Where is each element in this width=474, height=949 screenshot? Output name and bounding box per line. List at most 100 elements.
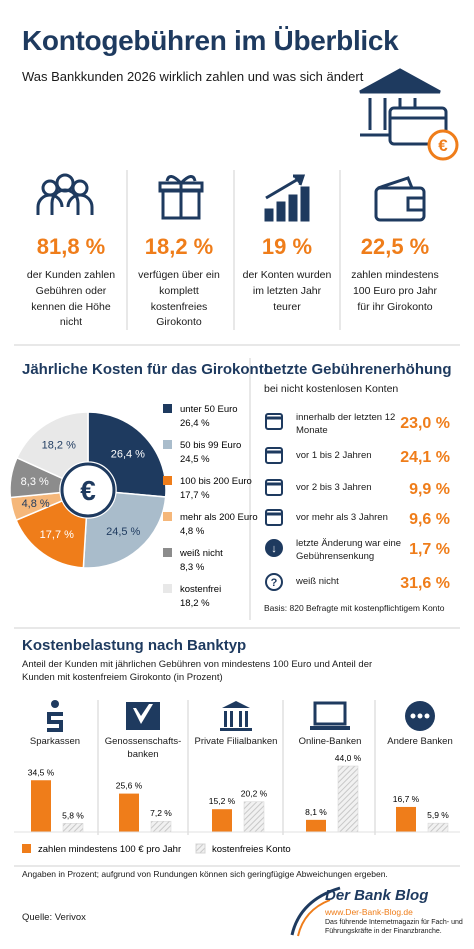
row-value: 9,6 %: [409, 511, 450, 528]
logo-name: Der Bank Blog: [325, 887, 429, 904]
legend-value: 26,4 %: [180, 418, 210, 429]
slice-label: 24,5 %: [106, 526, 140, 538]
slice-label: 26,4 %: [111, 449, 145, 461]
stat-text: der Konten wurden im letzten Jahr teurer: [242, 269, 332, 313]
logo-mark: [290, 886, 341, 937]
row-value: 23,0 %: [400, 415, 450, 432]
bar-label: 20,2 %: [241, 789, 268, 799]
bar: [31, 780, 51, 832]
legend-label: mehr als 200 Euro: [180, 512, 258, 523]
row-value: 24,1 %: [400, 449, 450, 466]
bar: [62, 823, 84, 833]
footnote: Angaben in Prozent; aufgrund von Rundung…: [22, 869, 388, 879]
stat-text: der Kunden zahlen Gebühren oder kennen d…: [26, 269, 116, 329]
row-label: vor 1 bis 2 Jahren: [296, 450, 372, 461]
svg-text:€: €: [438, 136, 448, 155]
pie-slice: [15, 411, 89, 480]
bar-label: 7,2 %: [150, 808, 172, 818]
legend-swatch: [163, 512, 172, 521]
bar-label: 8,1 %: [305, 807, 327, 817]
stat-icons: [36, 173, 426, 222]
note: Basis: 820 Befragte mit kostenpflichtige…: [264, 603, 445, 613]
bar: [396, 806, 416, 832]
slice-label: 4,8 %: [22, 498, 50, 510]
bar-label: 15,2 %: [209, 796, 236, 806]
euro-sign: €: [80, 475, 96, 506]
pie-slice: [87, 411, 167, 498]
calendar-icon: [265, 447, 283, 464]
legend-value: 18,2 %: [180, 598, 210, 609]
bar-label: 34,5 %: [28, 767, 55, 777]
legend-swatch: [195, 843, 206, 854]
legend-swatch: [163, 404, 172, 413]
legend-value: 8,3 %: [180, 562, 205, 573]
row-label: innerhalb der letzten 12 Monate: [296, 412, 396, 436]
legend-label: 50 bis 99 Euro: [180, 440, 241, 451]
row-value: 31,6 %: [400, 575, 450, 592]
calendar-icon: [265, 413, 283, 430]
category-label: Online-Banken: [298, 736, 362, 747]
row-value: 9,9 %: [409, 481, 450, 498]
legend-swatch: [22, 844, 31, 853]
legend-value: 17,7 %: [180, 490, 210, 501]
pie-slice: [82, 491, 167, 569]
row-value: 1,7 %: [409, 541, 450, 558]
stat-value: 22,5 %: [360, 234, 430, 259]
calendar-icon: [265, 509, 283, 526]
bar: [150, 820, 172, 833]
calendar-icon: [265, 479, 283, 496]
row-label: weiß nicht: [296, 576, 339, 587]
icon-glyph: ?: [271, 577, 278, 589]
bar: [427, 822, 449, 833]
legend-label: kostenfreies Konto: [212, 844, 291, 855]
section-title: Letzte Gebührenerhöhung: [264, 361, 452, 378]
bank-icon: €: [359, 68, 459, 161]
legend-label: unter 50 Euro: [180, 404, 238, 415]
category-label: Private Filialbanken: [194, 736, 278, 747]
down-icon: [265, 539, 283, 557]
subtitle: Was Bankkunden 2026 wirklich zahlen und …: [22, 69, 364, 84]
legend-value: 24,5 %: [180, 454, 210, 465]
bar-label: 25,6 %: [116, 781, 143, 791]
question-icon: [265, 573, 283, 591]
category-label: Sparkassen: [29, 736, 81, 747]
legend-label: weiß nicht: [179, 548, 223, 559]
bank-type-icons: [47, 700, 435, 732]
row-label: letzte Änderung war eine Gebührensenkung: [296, 538, 402, 562]
bar-label: 5,8 %: [62, 810, 84, 820]
stat-value: 19 %: [261, 234, 313, 259]
legend-label: kostenfrei: [180, 584, 221, 595]
category-label: Andere Banken: [387, 736, 453, 747]
legend-value: 4,8 %: [180, 526, 205, 537]
legend-label: zahlen mindestens 100 € pro Jahr: [38, 844, 181, 855]
row-label: vor 2 bis 3 Jahren: [296, 482, 372, 493]
title: Kontogebühren im Überblick: [22, 25, 399, 56]
legend-swatch: [163, 440, 172, 449]
chart-title: Kostenbelastung nach Banktyp: [22, 637, 247, 654]
chart-title: Jährliche Kosten für das Girokonto: [22, 361, 273, 378]
bar: [306, 819, 326, 832]
stat-value: 18,2 %: [144, 234, 214, 259]
bar: [337, 765, 359, 833]
legend-swatch: [163, 476, 172, 485]
legend-swatch: [163, 548, 172, 557]
stat-text: zahlen mindestens 100 Euro pro Jahr für …: [351, 269, 439, 313]
stat-text: verfügen über ein komplett kostenfreies …: [138, 269, 220, 329]
bar-label: 5,9 %: [427, 810, 449, 820]
pie-center: [60, 462, 116, 518]
logo-tagline: Das führende Internetmagazin für Fach- u…: [325, 919, 463, 935]
chart-subtitle: Anteil der Kunden mit jährlichen Gebühre…: [22, 659, 373, 683]
separators: [14, 170, 460, 867]
legend-swatch: [163, 584, 172, 593]
source: Quelle: Verivox: [22, 912, 86, 923]
row-label: vor mehr als 3 Jahren: [296, 512, 388, 523]
bar: [243, 801, 265, 833]
slice-label: 17,7 %: [40, 529, 74, 541]
bar: [119, 793, 139, 832]
section-subtitle: bei nicht kostenlosen Konten: [264, 383, 399, 395]
slice-label: 18,2 %: [42, 440, 76, 452]
bar-label: 44,0 %: [335, 753, 362, 763]
slice-label: 8,3 %: [21, 476, 49, 488]
